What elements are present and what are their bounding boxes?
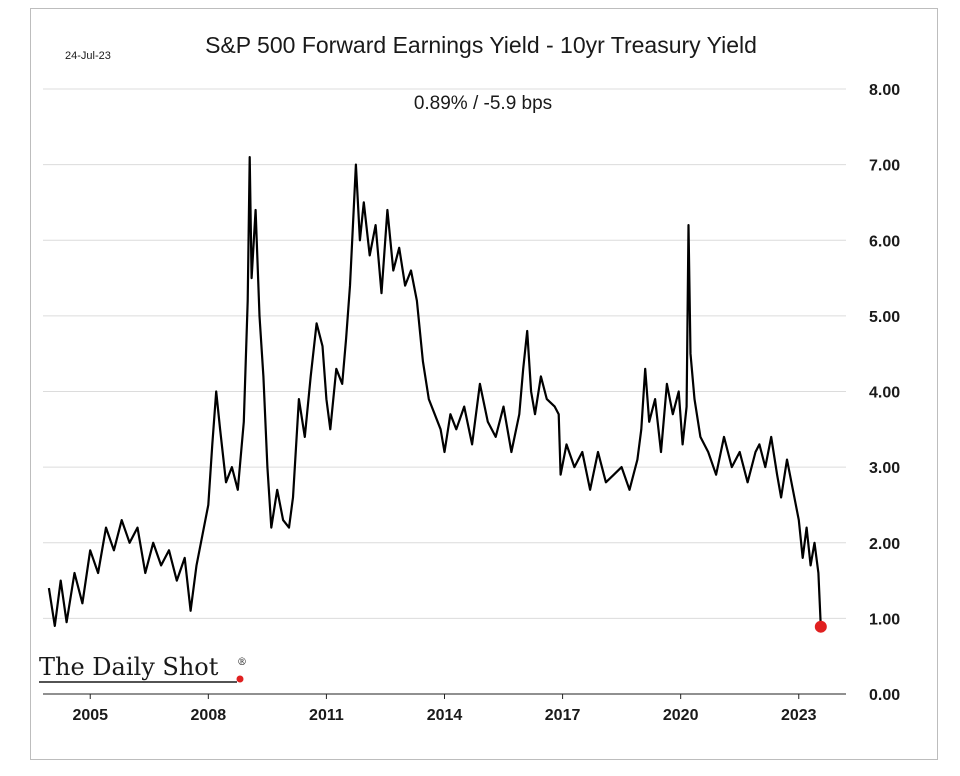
x-tick-label: 2014 — [427, 707, 463, 724]
y-tick-label: 5.00 — [869, 309, 900, 326]
y-tick-label: 0.00 — [869, 687, 900, 704]
y-tick-label: 8.00 — [869, 82, 900, 99]
y-tick-label: 1.00 — [869, 611, 900, 628]
chart-svg: 2005 2008 2011 2014 2017 2020 2023 0.00 1.00 2.0… — [39, 32, 900, 724]
y-tick-label: 6.00 — [869, 233, 900, 250]
y-axis: 0.00 1.00 2.00 3.00 4.00 5.00 6.00 7.00 8.00 — [869, 82, 900, 704]
x-tick-label: 2005 — [72, 707, 108, 724]
x-tick-label: 2011 — [309, 707, 344, 724]
y-tick-label: 2.00 — [869, 536, 900, 553]
chart-frame: 2005 2008 2011 2014 2017 2020 2023 0.00 1.00 2.0… — [30, 8, 938, 760]
x-tick-label: 2008 — [191, 707, 227, 724]
x-axis: 2005 2008 2011 2014 2017 2020 2023 — [43, 693, 846, 724]
y-tick-label: 7.00 — [869, 158, 900, 175]
gridlines — [43, 88, 846, 619]
x-tick-label: 2020 — [663, 707, 699, 724]
y-tick-label: 3.00 — [869, 460, 900, 477]
series-line — [47, 156, 822, 627]
x-tick-label: 2017 — [545, 707, 581, 724]
chart-date: 24-Jul-23 — [65, 50, 111, 62]
last-value-marker — [814, 620, 827, 633]
chart-title: S&P 500 Forward Earnings Yield - 10yr Tr… — [205, 32, 757, 58]
chart-subtitle: 0.89% / -5.9 bps — [414, 93, 552, 114]
x-tick-label: 2023 — [781, 707, 817, 724]
y-tick-label: 4.00 — [869, 385, 900, 402]
source-brand: The Daily Shot — [39, 653, 219, 681]
daily-shot-logo: The Daily Shot ® — [39, 653, 247, 683]
brand-dot — [236, 675, 244, 683]
source-brand-mark: ® — [237, 657, 247, 668]
